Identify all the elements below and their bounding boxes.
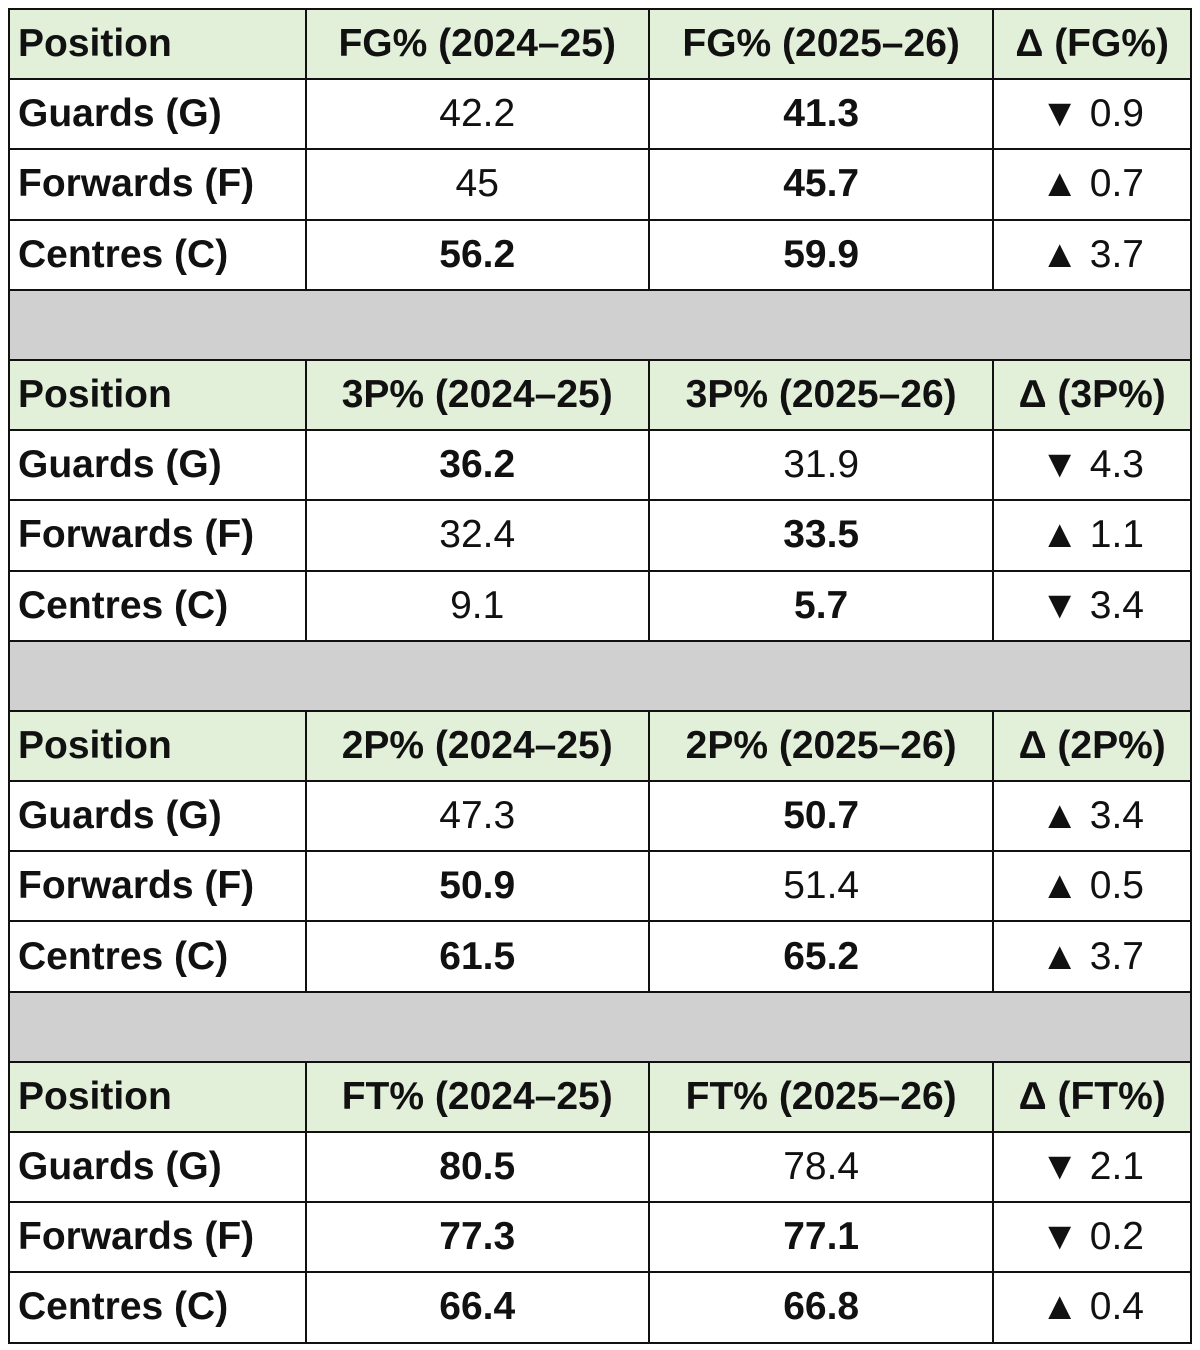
value-cell: ▲ 0.4	[994, 1273, 1193, 1344]
data-row: Forwards (F) 50.9 51.4 ▲ 0.5	[10, 852, 1193, 923]
data-row: Forwards (F) 32.4 33.5 ▲ 1.1	[10, 501, 1193, 572]
value-cell: 32.4	[306, 501, 650, 572]
value-cell: 51.4	[649, 852, 995, 923]
data-row: Guards (G) 80.5 78.4 ▼ 2.1	[10, 1133, 1193, 1204]
row-label: Forwards (F)	[10, 150, 307, 221]
value-cell: 9.1	[306, 571, 650, 642]
row-label: Guards (G)	[10, 1133, 307, 1204]
value-cell: 41.3	[649, 80, 995, 151]
data-row: Centres (C) 9.1 5.7 ▼ 3.4	[10, 571, 1193, 642]
value-cell: ▼ 4.3	[994, 431, 1193, 502]
header-cell: FT% (2024–25)	[306, 1062, 650, 1133]
row-label: Guards (G)	[10, 782, 307, 853]
value-cell: ▼ 0.9	[994, 80, 1193, 151]
value-cell: 31.9	[649, 431, 995, 502]
row-label: Forwards (F)	[10, 852, 307, 923]
value-cell: ▲ 3.7	[994, 220, 1193, 291]
header-cell: 3P% (2024–25)	[306, 360, 650, 432]
header-cell: Δ (FT%)	[994, 1062, 1193, 1133]
value-cell: 50.9	[306, 852, 650, 923]
separator-row	[10, 290, 1192, 361]
header-cell: Position	[10, 10, 307, 81]
header-cell: FG% (2025–26)	[649, 10, 995, 81]
row-label: Guards (G)	[10, 80, 307, 151]
value-cell: ▼ 3.4	[994, 571, 1193, 642]
row-label: Guards (G)	[10, 431, 307, 502]
value-cell: ▲ 3.4	[994, 782, 1193, 853]
header-cell: 3P% (2025–26)	[649, 360, 995, 432]
header-row: Position 3P% (2024–25) 3P% (2025–26) Δ (3P%…	[10, 360, 1193, 432]
value-cell: ▲ 1.1	[994, 501, 1193, 572]
value-cell: 45	[306, 150, 650, 221]
value-cell: 65.2	[649, 922, 995, 993]
header-cell: Δ (2P%)	[994, 711, 1193, 783]
separator-row	[10, 641, 1192, 712]
row-label: Forwards (F)	[10, 1203, 307, 1274]
data-row: Guards (G) 42.2 41.3 ▼ 0.9	[10, 80, 1193, 151]
data-row: Guards (G) 36.2 31.9 ▼ 4.3	[10, 431, 1193, 502]
value-cell: 61.5	[306, 922, 650, 993]
header-cell: Δ (3P%)	[994, 360, 1193, 432]
value-cell: 50.7	[649, 782, 995, 853]
data-row: Forwards (F) 45 45.7 ▲ 0.7	[10, 150, 1193, 221]
value-cell: ▼ 0.2	[994, 1203, 1193, 1274]
header-cell: Position	[10, 1062, 307, 1133]
value-cell: ▲ 0.7	[994, 150, 1193, 221]
value-cell: 80.5	[306, 1133, 650, 1204]
separator-row	[10, 992, 1192, 1063]
data-row: Centres (C) 61.5 65.2 ▲ 3.7	[10, 922, 1193, 993]
row-label: Centres (C)	[10, 220, 307, 291]
value-cell: 33.5	[649, 501, 995, 572]
header-row: Position FG% (2024–25) FG% (2025–26) Δ (FG%…	[10, 10, 1193, 81]
header-cell: Position	[10, 360, 307, 432]
header-cell: FT% (2025–26)	[649, 1062, 995, 1133]
row-label: Centres (C)	[10, 922, 307, 993]
value-cell: 59.9	[649, 220, 995, 291]
data-row: Forwards (F) 77.3 77.1 ▼ 0.2	[10, 1203, 1193, 1274]
header-row: Position FT% (2024–25) FT% (2025–26) Δ (FT%…	[10, 1062, 1193, 1133]
header-cell: 2P% (2024–25)	[306, 711, 650, 783]
header-row: Position 2P% (2024–25) 2P% (2025–26) Δ (2P%…	[10, 711, 1193, 783]
row-label: Centres (C)	[10, 1273, 307, 1344]
spreadsheet: Position FG% (2024–25) FG% (2025–26) Δ (FG%…	[8, 8, 1193, 1344]
value-cell: ▲ 3.7	[994, 922, 1193, 993]
value-cell: 66.4	[306, 1273, 650, 1344]
row-label: Forwards (F)	[10, 501, 307, 572]
data-row: Guards (G) 47.3 50.7 ▲ 3.4	[10, 782, 1193, 853]
value-cell: 77.3	[306, 1203, 650, 1274]
value-cell: 5.7	[649, 571, 995, 642]
value-cell: ▲ 0.5	[994, 852, 1193, 923]
value-cell: 78.4	[649, 1133, 995, 1204]
header-cell: FG% (2024–25)	[306, 10, 650, 81]
value-cell: 36.2	[306, 431, 650, 502]
value-cell: 42.2	[306, 80, 650, 151]
row-label: Centres (C)	[10, 571, 307, 642]
value-cell: 66.8	[649, 1273, 995, 1344]
data-row: Centres (C) 56.2 59.9 ▲ 3.7	[10, 220, 1193, 291]
header-cell: 2P% (2025–26)	[649, 711, 995, 783]
header-cell: Δ (FG%)	[994, 10, 1193, 81]
value-cell: ▼ 2.1	[994, 1133, 1193, 1204]
value-cell: 77.1	[649, 1203, 995, 1274]
value-cell: 45.7	[649, 150, 995, 221]
value-cell: 47.3	[306, 782, 650, 853]
header-cell: Position	[10, 711, 307, 783]
value-cell: 56.2	[306, 220, 650, 291]
data-row: Centres (C) 66.4 66.8 ▲ 0.4	[10, 1273, 1193, 1344]
